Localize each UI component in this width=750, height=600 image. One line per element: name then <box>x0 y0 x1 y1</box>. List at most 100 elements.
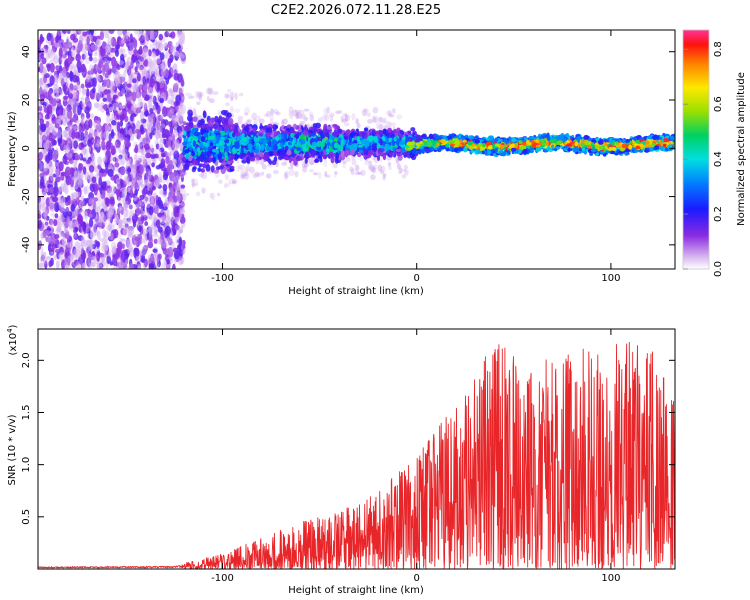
heatmap-cell <box>168 187 174 198</box>
heatmap-cell <box>73 140 79 149</box>
heatmap-cell <box>50 257 54 267</box>
heatmap-cell <box>145 132 150 139</box>
heatmap-cell <box>165 155 170 165</box>
heatmap-cell <box>68 143 72 148</box>
heatmap-cell <box>61 130 67 138</box>
heatmap-cell <box>363 108 369 114</box>
heatmap-cell <box>124 223 129 228</box>
heatmap-cell <box>68 57 73 65</box>
heatmap-cell <box>99 168 106 174</box>
heatmap-cell <box>201 172 208 180</box>
heatmap-cell <box>126 83 132 88</box>
heatmap-cell <box>115 218 120 226</box>
heatmap-cell <box>185 192 190 197</box>
heatmap-cell <box>387 113 392 118</box>
heatmap-cell <box>149 114 156 125</box>
heatmap-cell <box>49 62 55 73</box>
heatmap-cell <box>366 112 371 117</box>
heatmap-cell <box>303 116 309 121</box>
heatmap-cell <box>380 165 386 173</box>
heatmap-cell <box>80 116 86 125</box>
heatmap-cell <box>64 107 69 112</box>
heatmap-cell <box>199 142 204 149</box>
heatmap-cell <box>129 156 133 165</box>
heatmap-cell <box>49 75 55 86</box>
heatmap-cell <box>141 70 147 76</box>
heatmap-cell <box>128 68 133 80</box>
heatmap-cell <box>40 176 45 187</box>
heatmap-cell <box>385 120 391 129</box>
heatmap-cell <box>161 242 168 249</box>
heatmap-cell <box>128 95 133 102</box>
heatmap-cell <box>77 214 83 225</box>
heatmap-cell <box>53 54 60 60</box>
heatmap-cell <box>396 114 403 120</box>
heatmap-cell <box>166 96 171 104</box>
heatmap-cell <box>315 122 321 129</box>
heatmap-cell <box>117 110 123 116</box>
heatmap-cell <box>138 137 143 142</box>
heatmap-cell <box>113 94 119 99</box>
heatmap-cell <box>92 77 97 88</box>
heatmap-cell <box>164 31 170 38</box>
heatmap-cell <box>150 67 155 74</box>
heatmap-cell <box>164 200 170 206</box>
heatmap-cell <box>205 164 211 172</box>
heatmap-cell <box>117 133 124 142</box>
heatmap-cell <box>136 120 143 125</box>
heatmap-cell <box>372 117 377 124</box>
heatmap-cell <box>181 248 186 255</box>
heatmap-cell <box>209 135 216 140</box>
heatmap-cell <box>167 237 173 246</box>
heatmap-cell <box>299 120 306 125</box>
heatmap-cell <box>63 145 68 153</box>
heatmap-cell <box>53 254 58 260</box>
heatmap-cell <box>134 66 138 73</box>
heatmap-cell <box>104 72 109 79</box>
heatmap-cell <box>127 246 133 255</box>
heatmap-cell <box>57 217 63 228</box>
heatmap-cell <box>62 207 68 213</box>
heatmap-cell <box>257 115 261 122</box>
heatmap-cell <box>173 72 180 81</box>
heatmap-cell <box>68 41 73 51</box>
heatmap-cell <box>367 161 372 165</box>
heatmap-cell <box>93 128 98 139</box>
heatmap-cell <box>299 115 304 120</box>
heatmap-cell <box>88 164 95 173</box>
heatmap-cell <box>73 91 79 100</box>
heatmap-cell <box>121 243 125 250</box>
heatmap-cell <box>396 163 401 170</box>
heatmap-cell <box>77 125 82 131</box>
heatmap-cell <box>86 239 93 246</box>
heatmap-cell <box>167 139 172 149</box>
heatmap-cell <box>225 102 230 107</box>
heatmap-cell <box>212 91 219 96</box>
heatmap-cell <box>88 214 93 219</box>
heatmap-cell <box>82 166 87 175</box>
heatmap-cell <box>38 213 42 220</box>
heatmap-cell <box>140 238 146 244</box>
heatmap-cell <box>58 114 63 120</box>
heatmap-cell <box>55 65 60 71</box>
heatmap-cell <box>102 104 107 110</box>
heatmap-cell <box>53 219 58 227</box>
heatmap-cell <box>151 212 157 224</box>
heatmap-cell <box>390 122 396 126</box>
heatmap-cell <box>101 139 106 151</box>
heatmap-cell <box>297 156 303 161</box>
heatmap-cell <box>169 89 173 94</box>
heatmap-cell <box>104 155 108 163</box>
heatmap-cell <box>132 78 137 84</box>
heatmap-cell <box>131 54 137 62</box>
heatmap-cell <box>196 101 201 106</box>
heatmap-cell <box>102 97 108 102</box>
heatmap-cell <box>106 208 111 219</box>
heatmap-cell <box>70 33 76 41</box>
heatmap-cell <box>144 59 149 67</box>
heatmap-cell <box>92 225 97 237</box>
heatmap-cell <box>168 109 174 119</box>
heatmap-cell <box>124 137 129 148</box>
heatmap-cell <box>47 236 52 243</box>
